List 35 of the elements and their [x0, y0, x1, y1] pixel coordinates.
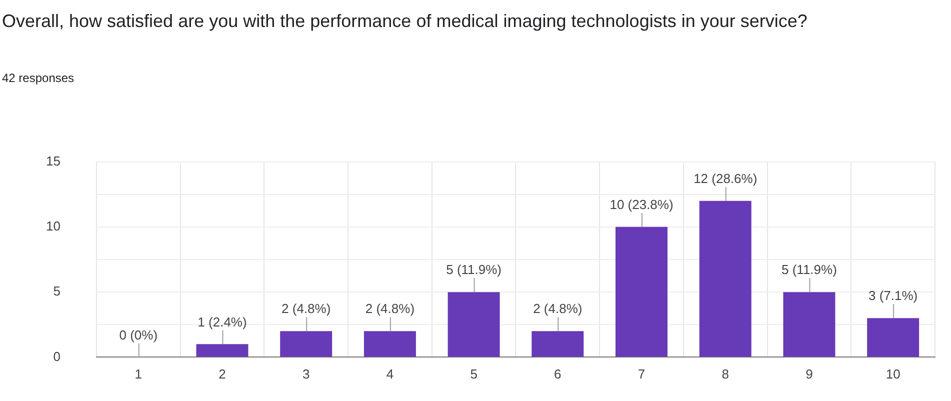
data-label: 1 (2.4%): [198, 314, 247, 330]
x-tick-label: 6: [554, 366, 562, 382]
bar: [532, 331, 584, 357]
x-tick-label: 9: [806, 366, 813, 382]
bar: [783, 292, 836, 357]
data-label: 5 (11.9%): [782, 262, 837, 278]
data-label: 2 (4.8%): [533, 301, 582, 316]
y-tick-label: 5: [53, 284, 60, 299]
x-tick-label: 5: [470, 366, 478, 382]
x-tick-label: 4: [386, 366, 394, 382]
y-tick-label: 0: [53, 348, 60, 364]
x-tick-label: 8: [722, 366, 729, 382]
bar: [196, 344, 248, 357]
y-tick-label: 15: [46, 153, 60, 168]
data-label: 2 (4.8%): [365, 301, 415, 316]
x-tick-label: 3: [302, 366, 310, 382]
x-tick-label: 7: [638, 366, 646, 382]
bar: [616, 226, 668, 357]
bar: [364, 331, 416, 357]
x-tick-label: 10: [886, 366, 900, 382]
bar: [867, 318, 920, 357]
data-label: 0 (0%): [119, 327, 158, 342]
chart-title: Overall, how satisfied are you with the performance of medical imaging technologists in your service?: [2, 10, 808, 33]
data-label: 5 (11.9%): [446, 262, 502, 278]
y-tick-label: 10: [46, 218, 60, 234]
x-tick-label: 2: [218, 366, 226, 382]
chart-subtitle: 42 responses: [2, 71, 74, 85]
x-tick-label: 1: [134, 366, 142, 382]
bar: [280, 331, 332, 357]
data-label: 12 (28.6%): [694, 170, 758, 186]
data-label: 10 (23.8%): [610, 197, 674, 212]
bar: [699, 200, 752, 357]
data-label: 3 (7.1%): [868, 288, 918, 304]
data-label: 2 (4.8%): [282, 301, 331, 316]
bar: [448, 292, 500, 357]
